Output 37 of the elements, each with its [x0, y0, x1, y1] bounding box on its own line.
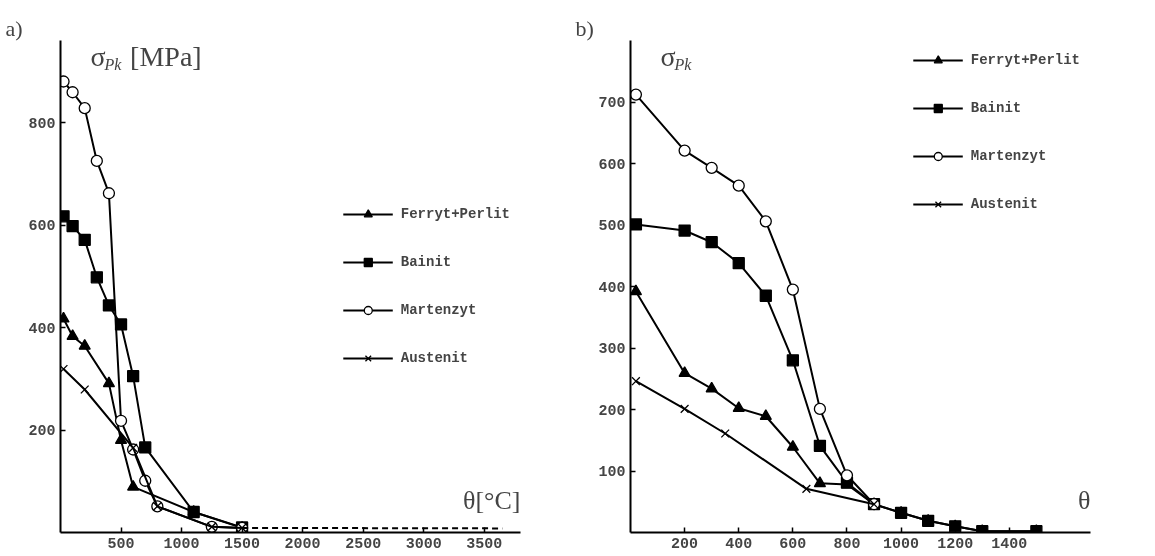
- y-tick-label: 600: [28, 218, 56, 235]
- x-tick-label: 1400: [991, 535, 1028, 553]
- x-tick-label: 800: [833, 535, 861, 553]
- x-axis-title: θ: [1078, 485, 1091, 515]
- y-tick-label: 600: [598, 156, 626, 174]
- legend-label: Bainit: [400, 254, 452, 270]
- x-axis-title: θ[°C]: [462, 485, 521, 515]
- x-tick-label: 200: [671, 535, 699, 553]
- legend-label: Ferryt+Perlit: [970, 52, 1080, 68]
- legend-label: Austenit: [400, 350, 468, 366]
- y-tick-label: 300: [598, 341, 626, 358]
- x-tick-label: 3500: [466, 535, 503, 553]
- legend-label: Bainit: [970, 100, 1022, 116]
- y-tick-label: 200: [598, 402, 626, 420]
- legend-label: Martenzyt: [970, 148, 1047, 164]
- x-tick-label: 1000: [163, 535, 200, 553]
- x-tick-label: 500: [107, 535, 135, 553]
- x-tick-label: 2500: [345, 535, 382, 553]
- y-tick-label: 700: [598, 95, 626, 112]
- x-tick-label: 1000: [883, 535, 920, 553]
- y-tick-label: 500: [598, 218, 626, 235]
- y-tick-label: 800: [28, 115, 56, 133]
- legend-label: Ferryt+Perlit: [400, 206, 510, 222]
- x-tick-label: 2000: [284, 535, 321, 553]
- y-tick-label: 400: [28, 320, 56, 338]
- y-tick-label: 400: [598, 279, 626, 297]
- x-tick-label: 400: [725, 535, 753, 553]
- legend-label: Martenzyt: [400, 302, 477, 318]
- x-tick-label: 600: [779, 535, 807, 553]
- x-tick-label: 1200: [937, 535, 974, 553]
- y-tick-label: 100: [598, 464, 626, 481]
- x-tick-label: 3000: [405, 535, 442, 553]
- x-tick-label: 1500: [224, 535, 261, 553]
- chart-title: b): [575, 15, 594, 41]
- y-tick-label: 200: [28, 423, 56, 440]
- chart-title: a): [5, 15, 23, 41]
- legend-label: Austenit: [970, 196, 1038, 212]
